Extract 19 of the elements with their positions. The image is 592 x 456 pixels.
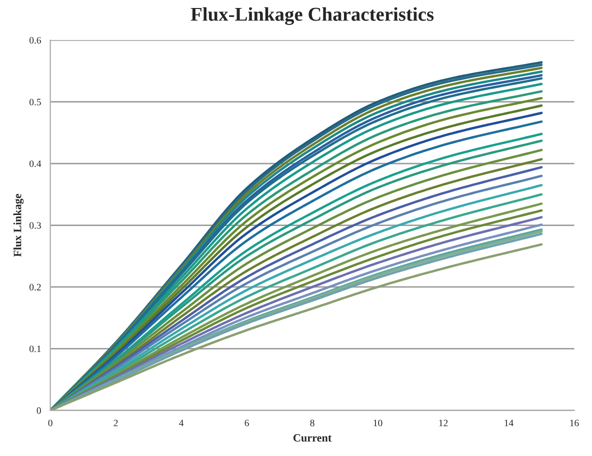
x-tick-label: 6 xyxy=(244,420,249,426)
chart-title: Flux-Linkage Characteristics xyxy=(190,7,434,25)
y-tick-label: 0.1 xyxy=(30,346,41,352)
x-tick-label: 10 xyxy=(374,420,382,426)
x-tick-label: 14 xyxy=(504,420,514,426)
y-tick-label: 0.6 xyxy=(30,37,41,44)
x-tick-label: 8 xyxy=(310,420,314,426)
y-tick-label: 0 xyxy=(36,407,41,414)
y-axis-title: Flux Linkage xyxy=(13,194,24,257)
y-tick-label: 0.4 xyxy=(30,160,42,168)
x-tick-label: 16 xyxy=(570,420,579,426)
x-tick-label: 12 xyxy=(439,420,448,426)
x-tick-label: 0 xyxy=(48,420,52,426)
x-axis-title: Current xyxy=(293,434,332,442)
x-tick-label: 2 xyxy=(114,420,118,426)
y-tick-label: 0.2 xyxy=(30,284,41,290)
x-tick-label: 4 xyxy=(179,420,184,426)
y-tick-label: 0.3 xyxy=(30,222,41,229)
y-tick-label: 0.5 xyxy=(30,98,41,106)
